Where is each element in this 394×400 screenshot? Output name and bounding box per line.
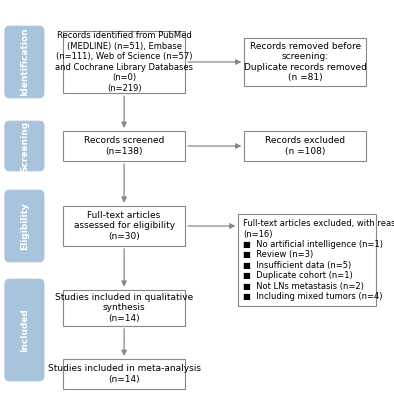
Text: Full-text articles excluded, with reasons
(n=16)
■  No artificial intelligence (: Full-text articles excluded, with reason… [243, 219, 394, 301]
FancyBboxPatch shape [5, 279, 44, 381]
FancyBboxPatch shape [5, 190, 44, 262]
FancyBboxPatch shape [63, 31, 185, 93]
FancyBboxPatch shape [238, 214, 376, 306]
FancyBboxPatch shape [5, 26, 44, 98]
Text: Records excluded
(n =108): Records excluded (n =108) [265, 136, 346, 156]
Text: Records identified from PubMed
(MEDLINE) (n=51), Embase
(n=111), Web of Science : Records identified from PubMed (MEDLINE)… [55, 32, 193, 92]
Text: Included: Included [20, 308, 29, 352]
FancyBboxPatch shape [244, 131, 366, 161]
Text: Full-text articles
assessed for eligibility
(n=30): Full-text articles assessed for eligibil… [74, 211, 175, 241]
Text: Studies included in qualitative
synthesis
(n=14): Studies included in qualitative synthesi… [55, 293, 193, 323]
Text: Records removed before
screening:
Duplicate records removed
(n =81): Records removed before screening: Duplic… [244, 42, 367, 82]
FancyBboxPatch shape [63, 206, 185, 246]
Text: Studies included in meta-analysis
(n=14): Studies included in meta-analysis (n=14) [48, 364, 201, 384]
Text: Screening: Screening [20, 120, 29, 172]
FancyBboxPatch shape [63, 359, 185, 389]
FancyBboxPatch shape [244, 38, 366, 86]
FancyBboxPatch shape [63, 290, 185, 326]
FancyBboxPatch shape [5, 121, 44, 171]
Text: Records screened
(n=138): Records screened (n=138) [84, 136, 164, 156]
Text: Identification: Identification [20, 28, 29, 96]
Text: Eligibility: Eligibility [20, 202, 29, 250]
FancyBboxPatch shape [63, 131, 185, 161]
